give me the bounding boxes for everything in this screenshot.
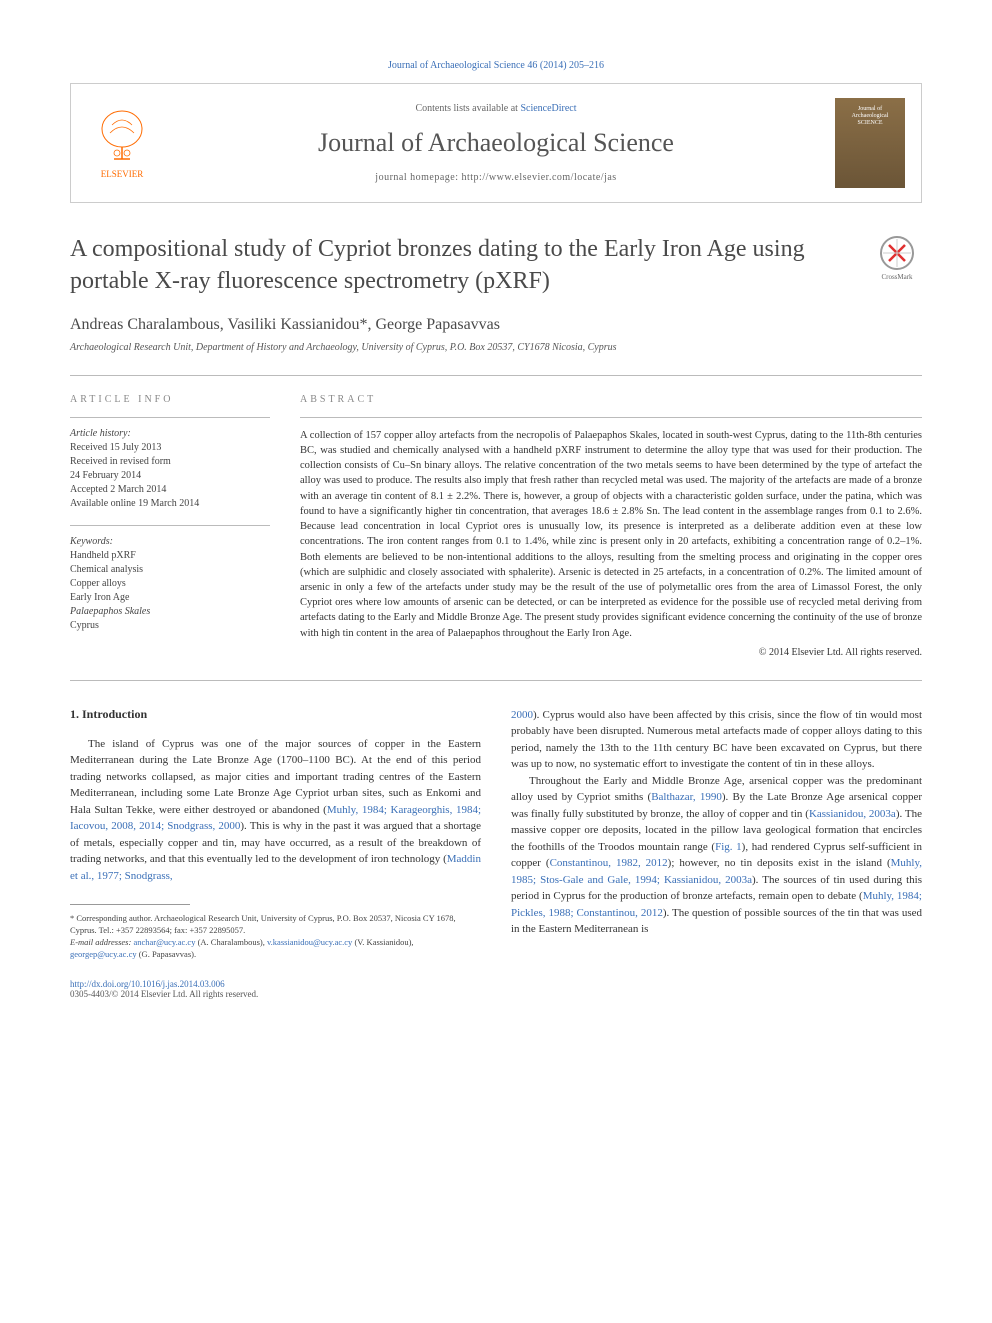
contents-prefix: Contents lists available at bbox=[415, 103, 520, 114]
online-date: Available online 19 March 2014 bbox=[70, 497, 270, 511]
divider bbox=[70, 417, 270, 418]
article-info-heading: ARTICLE INFO bbox=[70, 394, 270, 405]
keywords-heading: Keywords: bbox=[70, 536, 270, 547]
journal-header: ELSEVIER Contents lists available at Sci… bbox=[70, 83, 922, 203]
keyword: Copper alloys bbox=[70, 577, 270, 591]
body-paragraph: 2000). Cyprus would also have been affec… bbox=[511, 707, 922, 938]
keyword: Early Iron Age bbox=[70, 591, 270, 605]
cover-text-2: Archaeological bbox=[852, 113, 889, 120]
email-link[interactable]: georgep@ucy.ac.cy bbox=[70, 949, 137, 959]
elsevier-logo[interactable]: ELSEVIER bbox=[87, 103, 157, 183]
footnote-separator bbox=[70, 904, 190, 905]
figure-link[interactable]: Fig. 1 bbox=[715, 841, 742, 853]
doi-link[interactable]: http://dx.doi.org/10.1016/j.jas.2014.03.… bbox=[70, 979, 481, 989]
revised-date-2: 24 February 2014 bbox=[70, 469, 270, 483]
citation-link[interactable]: 2000 bbox=[511, 709, 533, 721]
publisher-name: ELSEVIER bbox=[101, 169, 144, 179]
cover-text-3: SCIENCE bbox=[857, 120, 882, 127]
corresponding-author-footnote: * Corresponding author. Archaeological R… bbox=[70, 913, 481, 961]
authors-line: Andreas Charalambous, Vasiliki Kassianid… bbox=[70, 316, 922, 334]
section-title: Introduction bbox=[82, 707, 147, 721]
divider bbox=[300, 417, 922, 418]
email-attribution: (A. Charalambous), bbox=[195, 937, 267, 947]
citation-link[interactable]: Balthazar, 1990 bbox=[651, 791, 722, 803]
revised-date-1: Received in revised form bbox=[70, 455, 270, 469]
body-paragraph: The island of Cyprus was one of the majo… bbox=[70, 736, 481, 885]
keyword: Handheld pXRF bbox=[70, 549, 270, 563]
keyword: Palaepaphos Skales bbox=[70, 605, 270, 619]
citation-line: Journal of Archaeological Science 46 (20… bbox=[70, 60, 922, 71]
article-info-column: ARTICLE INFO Article history: Received 1… bbox=[70, 394, 270, 658]
issn-copyright: 0305-4403/© 2014 Elsevier Ltd. All right… bbox=[70, 989, 481, 999]
crossmark-label: CrossMark bbox=[881, 273, 912, 281]
citation-link[interactable]: Kassianidou, 2003a bbox=[809, 808, 896, 820]
doi-block: http://dx.doi.org/10.1016/j.jas.2014.03.… bbox=[70, 979, 481, 999]
crossmark-badge[interactable]: CrossMark bbox=[872, 233, 922, 283]
body-column-left: 1. Introduction The island of Cyprus was… bbox=[70, 707, 481, 999]
crossmark-icon bbox=[879, 235, 915, 271]
keyword: Cyprus bbox=[70, 619, 270, 633]
elsevier-tree-icon bbox=[92, 107, 152, 167]
body-text-span: ). Cyprus would also have been affected … bbox=[511, 709, 922, 771]
body-text-span: ); however, no tin deposits exist in the… bbox=[668, 857, 891, 869]
section-number: 1. bbox=[70, 707, 79, 721]
sciencedirect-link[interactable]: ScienceDirect bbox=[520, 103, 576, 114]
history-heading: Article history: bbox=[70, 428, 270, 439]
email-label: E-mail addresses: bbox=[70, 937, 133, 947]
affiliation-line: Archaeological Research Unit, Department… bbox=[70, 342, 922, 353]
divider bbox=[70, 680, 922, 681]
accepted-date: Accepted 2 March 2014 bbox=[70, 483, 270, 497]
journal-cover-thumbnail: Journal of Archaeological SCIENCE bbox=[835, 98, 905, 188]
contents-list-line: Contents lists available at ScienceDirec… bbox=[177, 103, 815, 114]
journal-homepage[interactable]: journal homepage: http://www.elsevier.co… bbox=[177, 172, 815, 183]
email-link[interactable]: anchar@ucy.ac.cy bbox=[133, 937, 195, 947]
abstract-column: ABSTRACT A collection of 157 copper allo… bbox=[300, 394, 922, 658]
section-heading: 1. Introduction bbox=[70, 707, 481, 722]
keyword: Chemical analysis bbox=[70, 563, 270, 577]
journal-name: Journal of Archaeological Science bbox=[177, 128, 815, 158]
citation-link[interactable]: Constantinou, 1982, 2012 bbox=[550, 857, 668, 869]
footnote-text: * Corresponding author. Archaeological R… bbox=[70, 913, 481, 937]
cover-text-1: Journal of bbox=[858, 106, 882, 113]
abstract-text: A collection of 157 copper alloy artefac… bbox=[300, 428, 922, 641]
abstract-heading: ABSTRACT bbox=[300, 394, 922, 405]
received-date: Received 15 July 2013 bbox=[70, 441, 270, 455]
email-attribution: (V. Kassianidou), bbox=[352, 937, 413, 947]
email-link[interactable]: v.kassianidou@ucy.ac.cy bbox=[267, 937, 352, 947]
abstract-copyright: © 2014 Elsevier Ltd. All rights reserved… bbox=[300, 647, 922, 658]
divider bbox=[70, 525, 270, 526]
email-attribution: (G. Papasavvas). bbox=[137, 949, 196, 959]
body-column-right: 2000). Cyprus would also have been affec… bbox=[511, 707, 922, 999]
article-title: A compositional study of Cypriot bronzes… bbox=[70, 233, 852, 298]
